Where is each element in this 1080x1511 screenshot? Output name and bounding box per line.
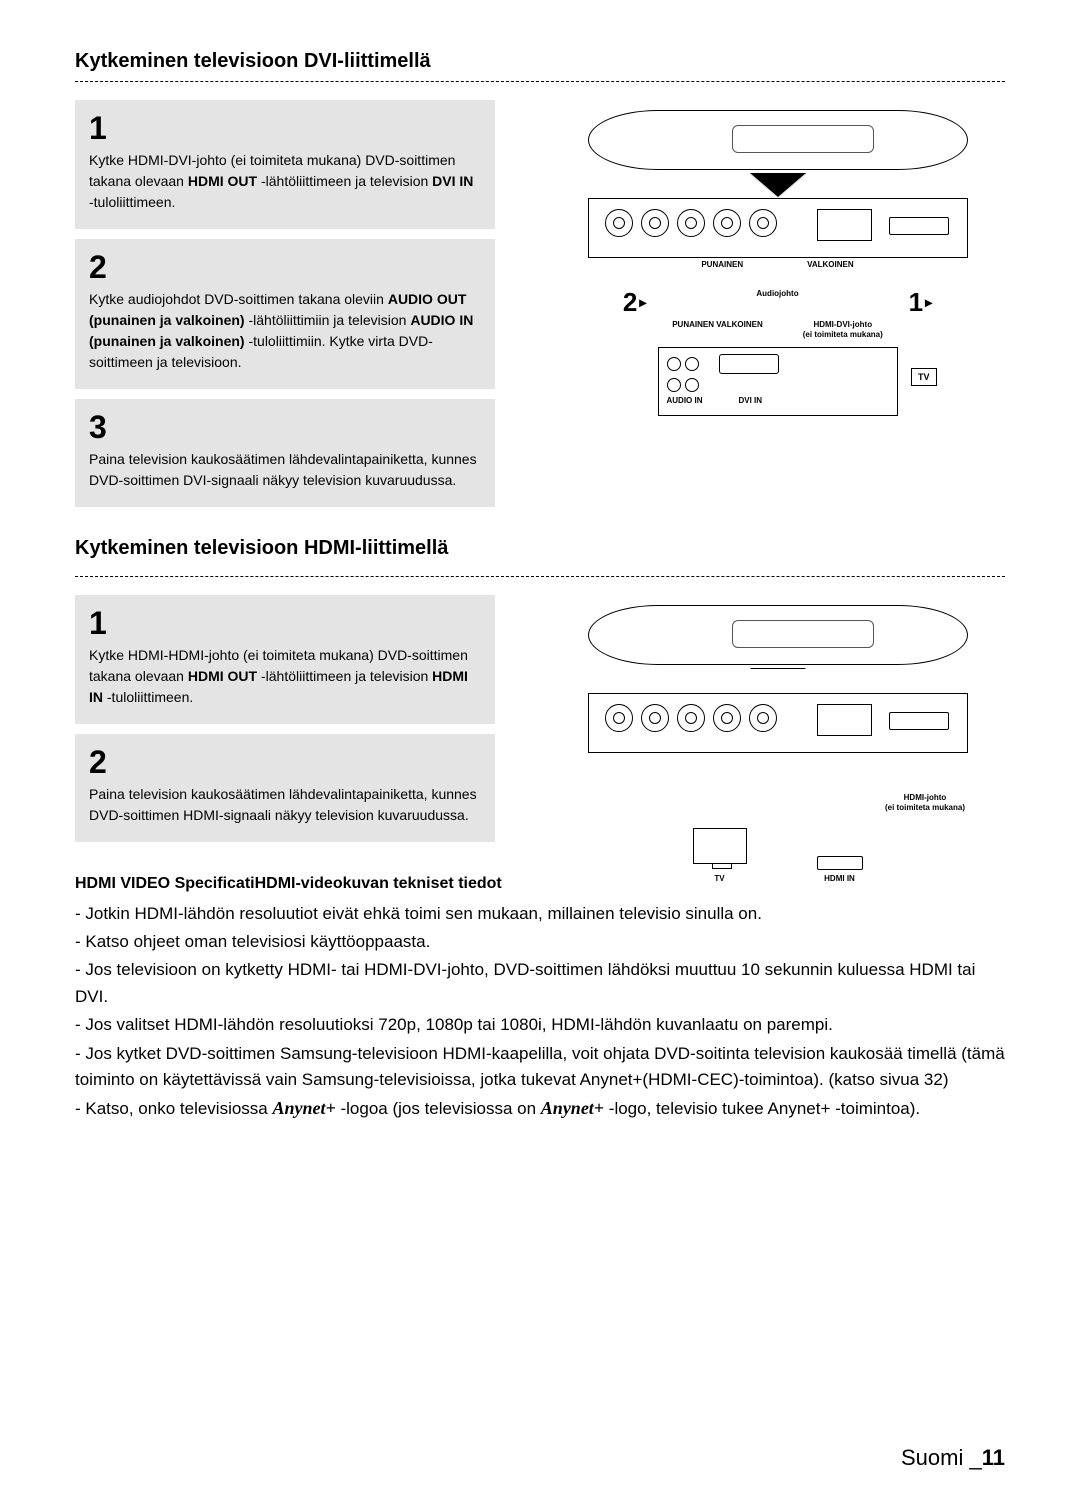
tv-badge: TV <box>911 368 937 386</box>
step-number: 1 <box>89 607 481 639</box>
rca-jack-icon <box>641 704 669 732</box>
rca-jack-icon <box>713 209 741 237</box>
step-body: Paina television kaukosäätimen lähdevali… <box>89 784 481 826</box>
divider <box>75 576 1005 577</box>
callout-1: 1▸ <box>909 287 933 318</box>
section1-steps: 1 Kytke HDMI-DVI-johto (ei toimiteta muk… <box>75 100 495 507</box>
step-body: Paina television kaukosäätimen lähdevali… <box>89 449 481 491</box>
step-block: 1 Kytke HDMI-DVI-johto (ei toimiteta muk… <box>75 100 495 229</box>
footer-lang: Suomi <box>901 1445 969 1470</box>
step-block: 2 Kytke audiojohdot DVD-soittimen takana… <box>75 239 495 389</box>
step-body: Kytke audiojohdot DVD-soittimen takana o… <box>89 289 481 373</box>
callout-2: 2▸ <box>623 287 647 318</box>
step-number: 2 <box>89 746 481 778</box>
dvd-back-panel-icon <box>588 198 968 258</box>
spec-item: - Jos valitset HDMI-lähdön resoluutioksi… <box>75 1012 1005 1038</box>
rca-jack-icon <box>749 209 777 237</box>
spec-item: - Jos kytket DVD-soittimen Samsung-telev… <box>75 1041 1005 1094</box>
step-body: Kytke HDMI-DVI-johto (ei toimiteta mukan… <box>89 150 481 213</box>
rca-in-icon <box>667 378 681 392</box>
section2: 1 Kytke HDMI-HDMI-johto (ei toimiteta mu… <box>75 595 1005 842</box>
step-number: 1 <box>89 112 481 144</box>
step-block: 2 Paina television kaukosäätimen lähdeva… <box>75 734 495 842</box>
anynet-logo-icon: Anynet+ <box>541 1098 604 1118</box>
step-block: 3 Paina television kaukosäätimen lähdeva… <box>75 399 495 507</box>
anynet-logo-icon: Anynet+ <box>272 1098 335 1118</box>
tv-icon <box>693 828 747 864</box>
diagram-hdmi: HDMI-johto (ei toimiteta mukana) TV HDMI… <box>550 595 1005 910</box>
callout-row: 2▸ Audiojohto 1▸ <box>550 287 1005 318</box>
dvd-player-top-icon <box>588 110 968 170</box>
hdmi-port-icon <box>889 712 949 730</box>
hdmi-in-port-icon <box>817 856 863 870</box>
dvd-player-top-icon <box>588 605 968 665</box>
hdmi-port-icon <box>889 217 949 235</box>
hdmi-dvi-cable-label: HDMI-DVI-johto (ei toimiteta mukana) <box>803 320 883 339</box>
page-footer: Suomi _11 <box>901 1445 1005 1471</box>
page-number: 11 <box>982 1445 1005 1470</box>
audio-cable-label: Audiojohto <box>756 289 798 298</box>
rca-jack-icon <box>605 704 633 732</box>
step-body: Kytke HDMI-HDMI-johto (ei toimiteta muka… <box>89 645 481 708</box>
rca-in-icon <box>685 357 699 371</box>
rca-jack-icon <box>677 704 705 732</box>
hdmi-cable-label: HDMI-johto (ei toimiteta mukana) <box>885 793 965 812</box>
section2-title: Kytkeminen televisioon HDMI-liittimellä <box>75 537 1005 560</box>
color-labels: PUNAINEN VALKOINEN <box>550 260 1005 269</box>
dvd-back-panel-icon <box>588 693 968 753</box>
port-block-icon <box>817 704 872 736</box>
rca-jack-icon <box>749 704 777 732</box>
section1: 1 Kytke HDMI-DVI-johto (ei toimiteta muk… <box>75 100 1005 507</box>
section1-title: Kytkeminen televisioon DVI-liittimellä <box>75 50 1005 73</box>
rca-jack-icon <box>713 704 741 732</box>
step-block: 1 Kytke HDMI-HDMI-johto (ei toimiteta mu… <box>75 595 495 724</box>
tv-port-labels: AUDIO IN DVI IN <box>667 396 889 405</box>
rca-jack-icon <box>677 209 705 237</box>
tv-label: TV <box>693 874 747 883</box>
section2-steps: 1 Kytke HDMI-HDMI-johto (ei toimiteta mu… <box>75 595 495 842</box>
hdmi-in-label: HDMI IN <box>817 874 863 883</box>
step-number: 3 <box>89 411 481 443</box>
tv-block-icon: AUDIO IN DVI IN TV <box>658 347 898 416</box>
port-block-icon <box>817 209 872 241</box>
rca-in-icon <box>685 378 699 392</box>
spec-item-anynet: - Katso, onko televisiossa Anynet+ -logo… <box>75 1095 1005 1123</box>
rca-in-icon <box>667 357 681 371</box>
spec-item: - Katso ohjeet oman televisiosi käyttöop… <box>75 929 1005 955</box>
divider <box>75 81 1005 82</box>
spec-item: - Jos televisioon on kytketty HDMI- tai … <box>75 957 1005 1010</box>
diagram-dvi: PUNAINEN VALKOINEN 2▸ Audiojohto 1▸ PUNA… <box>550 100 1005 520</box>
plug-label: PUNAINEN VALKOINEN <box>672 320 763 339</box>
dvi-port-icon <box>719 354 779 374</box>
step-number: 2 <box>89 251 481 283</box>
rca-jack-icon <box>641 209 669 237</box>
rca-jack-icon <box>605 209 633 237</box>
